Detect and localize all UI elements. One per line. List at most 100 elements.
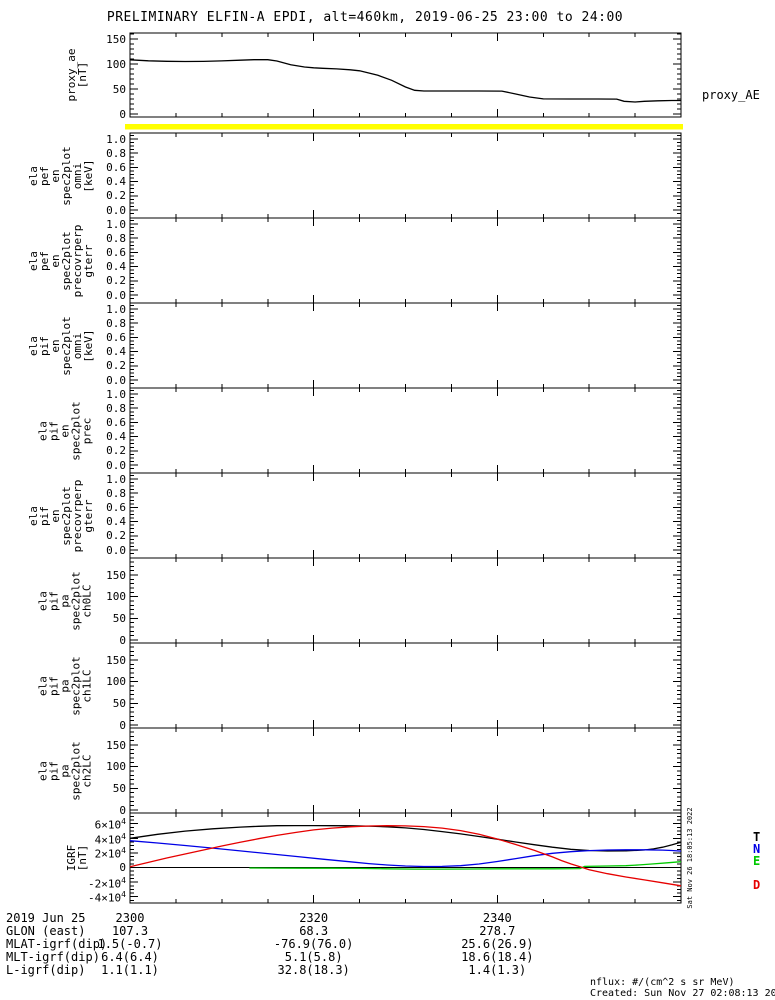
panel1-series-label: proxy_AE: [702, 88, 760, 102]
y-tick-label: 0: [119, 633, 126, 647]
panel-label-ela_pif_pa_spec2plot_ch2LC: ela pif pa spec2plot ch2LC: [36, 740, 94, 801]
y-tick-label: 6×104: [94, 817, 126, 832]
legend-entry-N: N: [753, 842, 761, 856]
y-tick-label: 150: [106, 653, 126, 667]
legend-entry-D: D: [753, 878, 761, 892]
panel-label-ela_pif_en_spec2plot_omni: ela pif en spec2plot omni [keV]: [27, 315, 95, 376]
y-tick-label: 0.2: [106, 189, 126, 203]
y-tick-label: -4×104: [88, 890, 126, 905]
exponent: 4: [121, 831, 126, 841]
y-tick-label: 1.0: [106, 387, 126, 401]
y-tick-label: 0.0: [106, 543, 126, 557]
axis-row-label: MLT-igrf(dip): [6, 950, 100, 964]
axis-value-cell: 18.6(18.4): [461, 950, 534, 964]
highlight-bar: [125, 124, 683, 130]
trace-proxy_AE: [129, 59, 681, 103]
panel-label-igrf: IGRF [nT]: [65, 844, 89, 872]
y-tick-label: 0: [119, 803, 126, 817]
y-tick-label: 0.6: [106, 500, 126, 514]
y-tick-label: 0: [119, 718, 126, 732]
trace-D: [129, 825, 682, 887]
axis-value-cell: 1.4(1.3): [468, 963, 527, 977]
x-tick-label: 2320: [299, 911, 329, 925]
y-tick-label: 2×104: [94, 846, 126, 862]
y-tick-label: 0.0: [106, 203, 126, 217]
render-timestamp-watermark: Sat Nov 26 18:05:13 2022: [686, 807, 694, 909]
y-tick-label: 0.6: [106, 415, 126, 429]
y-tick-label: 0.6: [106, 160, 126, 174]
axis-value-cell: 278.7: [479, 924, 516, 938]
x-tick-label: 2300: [115, 911, 145, 925]
y-tick-label: 0.2: [106, 444, 126, 458]
panel-label-ela_pif_pa_spec2plot_ch1LC: ela pif pa spec2plot ch1LC: [36, 655, 94, 716]
y-tick-label: 0.4: [106, 515, 126, 529]
exponent: 4: [121, 890, 126, 900]
y-tick-label: 0.0: [106, 288, 126, 302]
axis-value-cell: 68.3: [299, 924, 329, 938]
y-tick-label: 150: [106, 32, 126, 46]
plot-title: PRELIMINARY ELFIN-A EPDI, alt=460km, 201…: [106, 10, 624, 25]
y-tick-label: 0.6: [106, 330, 126, 344]
y-tick-label: 4×104: [94, 831, 126, 847]
axis-row-label: 2019 Jun 25: [6, 911, 86, 925]
exponent: 4: [121, 875, 126, 885]
y-tick-label: 50: [112, 781, 126, 795]
y-tick-label: 0.4: [106, 345, 126, 359]
y-tick-label: 1.0: [106, 302, 126, 316]
panel-label-ela_pef_en_spec2plot_omni: ela pef en spec2plot omni [keV]: [27, 145, 95, 206]
axis-value-cell: -76.9(76.0): [273, 937, 354, 951]
y-tick-label: 50: [112, 82, 126, 96]
axis-value-cell: 1.5(-0.7): [97, 937, 163, 951]
y-tick-label: 0.0: [106, 373, 126, 387]
y-tick-label: 0.4: [106, 260, 126, 274]
y-tick-label: 1.0: [106, 217, 126, 231]
axis-row-label: MLAT-igrf(dip): [6, 937, 108, 951]
axis-value-cell: 32.8(18.3): [277, 963, 350, 977]
y-tick-label: 100: [106, 590, 126, 604]
axis-value-cell: 5.1(5.8): [284, 950, 343, 964]
panel-label-ela_pif_pa_spec2plot_ch0LC: ela pif pa spec2plot ch0LC: [36, 570, 94, 631]
axis-value-cell: 1.1(1.1): [101, 963, 159, 977]
y-tick-label: 0.4: [106, 430, 126, 444]
legend-entry-T: T: [753, 830, 761, 844]
panel-label-ela_pef_en_spec2plot_precovrperp_gterr: ela pef en spec2plot precovrperp gterr: [27, 224, 95, 297]
y-tick-label: 0.8: [106, 486, 126, 500]
y-tick-label: 0: [119, 107, 126, 121]
axis-value-cell: 6.4(6.4): [101, 950, 159, 964]
y-tick-label: 0.8: [106, 146, 126, 160]
y-tick-label: 0.2: [106, 274, 126, 288]
axis-row-label: L-igrf(dip): [6, 963, 86, 977]
y-tick-label: 0.8: [106, 231, 126, 245]
y-tick-label: 50: [112, 611, 126, 625]
exponent: 4: [121, 817, 126, 827]
trace-E: [249, 861, 682, 870]
trace-N: [129, 840, 682, 868]
y-tick-label: 0.0: [106, 458, 126, 472]
flux-units-note: nflux: #/(cm^2 s sr MeV): [590, 977, 735, 988]
y-tick-label: 0: [119, 861, 126, 874]
y-tick-label: 1.0: [106, 132, 126, 146]
y-tick-label: -2×104: [88, 875, 126, 891]
y-tick-label: 1.0: [106, 472, 126, 486]
y-tick-label: 0.8: [106, 401, 126, 415]
axis-value-cell: 107.3: [111, 924, 149, 938]
legend-entry-E: E: [753, 854, 761, 868]
y-tick-label: 100: [106, 760, 126, 774]
panel-label-ela_pif_en_spec2plot_precovrperp_gterr: ela pif en spec2plot precovrperp gterr: [27, 479, 95, 552]
y-tick-label: 100: [106, 57, 126, 71]
panel-label-proxy_ae: proxy_ae [nT]: [65, 48, 89, 102]
x-tick-label: 2340: [482, 911, 512, 925]
y-tick-label: 0.2: [106, 359, 126, 373]
y-tick-label: 150: [106, 738, 126, 752]
y-tick-label: 0.4: [106, 175, 126, 189]
trace-T: [129, 824, 682, 852]
y-tick-label: 0.8: [106, 316, 126, 330]
y-tick-label: 100: [106, 675, 126, 689]
y-tick-label: 50: [112, 696, 126, 710]
y-tick-label: 150: [106, 568, 126, 582]
y-tick-label: 0.2: [106, 529, 126, 543]
exponent: 4: [121, 846, 126, 856]
axis-row-label: GLON (east): [6, 924, 86, 938]
